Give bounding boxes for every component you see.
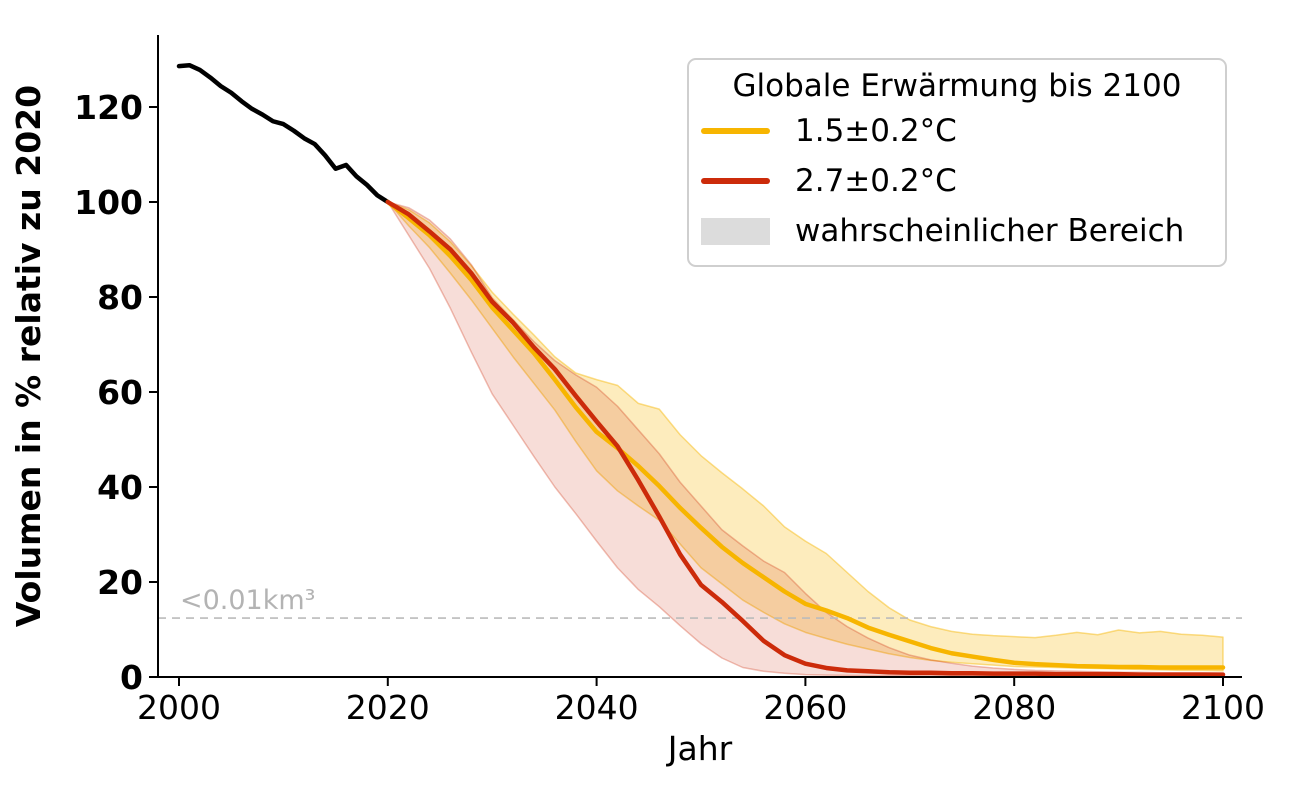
y-tick-label: 80 (97, 278, 143, 317)
y-tick-label: 120 (74, 88, 143, 127)
y-tick-label: 40 (97, 468, 143, 507)
legend-item-1-5C: 1.5±0.2°C (689, 106, 1225, 156)
x-tick-label: 2100 (1181, 688, 1265, 727)
threshold-label: <0.01km³ (180, 585, 316, 616)
legend-line-swatch-2-7C (701, 178, 770, 184)
legend-box: Globale Erwärmung bis 2100 1.5±0.2°C 2.7… (687, 58, 1227, 267)
legend-item-2-7C: 2.7±0.2°C (689, 156, 1225, 206)
legend-label-1-5C: 1.5±0.2°C (795, 113, 957, 149)
y-tick-label: 20 (97, 563, 143, 602)
y-tick-label: 60 (97, 373, 143, 412)
series-line-erwaermung-1-5C (385, 199, 1226, 670)
legend-label-likely-range: wahrscheinlicher Bereich (795, 213, 1185, 249)
legend-label-2-7C: 2.7±0.2°C (795, 163, 957, 199)
x-tick-label: 2040 (555, 688, 639, 727)
series-line-erwaermung-2-7C (385, 199, 1226, 677)
legend-patch-swatch-likely-range (701, 217, 770, 245)
legend-item-likely-range: wahrscheinlicher Bereich (689, 206, 1225, 256)
legend-line-swatch-1-5C (701, 128, 770, 134)
y-tick-label: 0 (120, 658, 143, 697)
legend-title: Globale Erwärmung bis 2100 (732, 68, 1182, 104)
y-tick-label: 100 (74, 183, 143, 222)
x-tick-label: 2000 (137, 688, 221, 727)
y-axis-label: Volumen in % relativ zu 2020 (9, 85, 48, 627)
x-tick-label: 2060 (763, 688, 847, 727)
series-lines (176, 62, 1226, 677)
series-line-beobachtung-historisch (176, 62, 391, 205)
x-axis-label: Jahr (666, 729, 733, 768)
x-tick-label: 2020 (346, 688, 430, 727)
x-tick-label: 2080 (972, 688, 1056, 727)
